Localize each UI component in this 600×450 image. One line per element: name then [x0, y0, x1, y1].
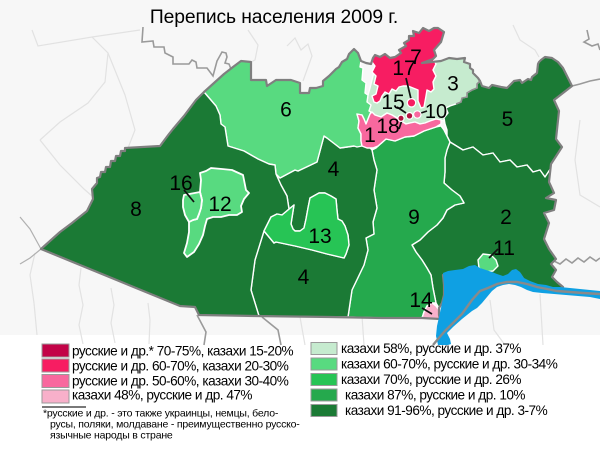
svg-text:15: 15 [381, 91, 404, 114]
svg-text:2: 2 [500, 206, 512, 229]
svg-text:5: 5 [502, 108, 514, 131]
svg-text:6: 6 [280, 99, 292, 122]
svg-text:11: 11 [493, 237, 515, 260]
svg-text:казахи 91-96%, русские и др. 3: казахи 91-96%, русские и др. 3-7% [345, 403, 548, 418]
svg-text:3: 3 [447, 73, 459, 96]
svg-text:русские и др.* 70-75%, казахи: русские и др.* 70-75%, казахи 15-20% [72, 344, 294, 359]
svg-text:12: 12 [208, 193, 231, 216]
svg-text:9: 9 [408, 206, 420, 229]
svg-text:13: 13 [308, 225, 331, 248]
svg-text:русы, поляки, молдаване - преи: русы, поляки, молдаване - преимущественн… [50, 419, 300, 431]
svg-text:Перепись населения 2009 г.: Перепись населения 2009 г. [150, 7, 398, 28]
svg-text:18: 18 [376, 115, 399, 138]
svg-text:казахи 48%, русские и др. 47%: казахи 48%, русские и др. 47% [72, 388, 252, 403]
svg-text:17: 17 [392, 57, 415, 80]
svg-text:*русские и др. - это также укр: *русские и др. - это также украинцы, нем… [43, 408, 279, 420]
svg-text:8: 8 [130, 198, 142, 221]
svg-text:казахи 58%, русские и др. 37%: казахи 58%, русские и др. 37% [341, 341, 521, 356]
svg-text:казахи 70%, русские и др. 26%: казахи 70%, русские и др. 26% [341, 372, 521, 387]
svg-text:1: 1 [364, 124, 376, 147]
svg-text:казахи 60-70%, русские и др. 3: казахи 60-70%, русские и др. 30-34% [341, 357, 558, 372]
svg-text:16: 16 [169, 172, 192, 195]
svg-text:14: 14 [409, 289, 433, 312]
svg-text:казахи 87%, русские и др. 10%: казахи 87%, русские и др. 10% [345, 388, 525, 403]
svg-text:10: 10 [425, 101, 447, 123]
svg-text:русские и др. 50-60%, казахи 3: русские и др. 50-60%, казахи 30-40% [72, 374, 289, 389]
svg-text:4: 4 [328, 158, 340, 181]
svg-text:язычные народы в стране: язычные народы в стране [50, 430, 173, 442]
svg-text:7: 7 [410, 46, 422, 69]
svg-text:русские и др. 60-70%, казахи 2: русские и др. 60-70%, казахи 20-30% [72, 359, 289, 374]
svg-text:4: 4 [298, 266, 310, 289]
